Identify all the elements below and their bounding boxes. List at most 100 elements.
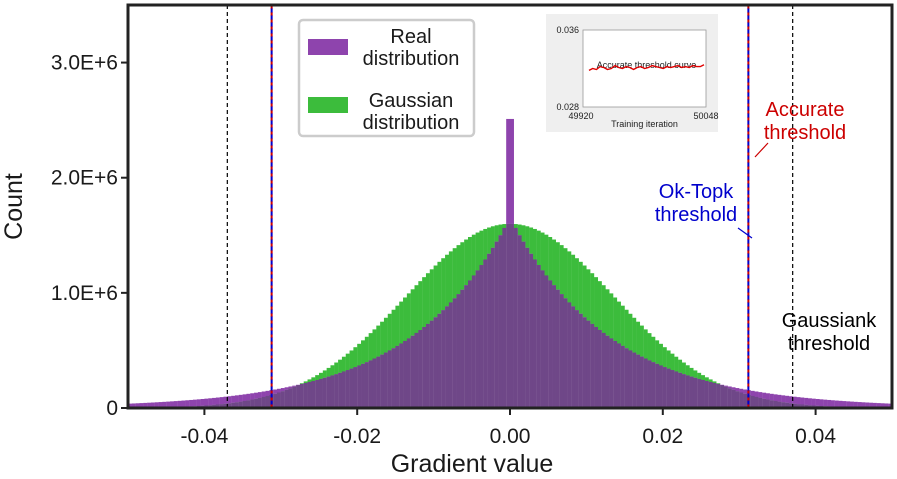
gaussian-bar <box>548 237 552 280</box>
gaussian-bar <box>330 365 334 375</box>
gaussian-bar <box>308 379 312 382</box>
overlap-bar <box>495 242 499 408</box>
gaussian-bar <box>552 240 556 286</box>
overlap-bar <box>346 370 350 408</box>
overlap-bar <box>659 365 663 408</box>
gaussian-bar <box>586 269 590 320</box>
gaussian-bar <box>441 258 445 310</box>
gaussian-bar <box>537 231 541 265</box>
overlap-bar <box>594 327 598 408</box>
overlap-bar <box>583 317 587 408</box>
gaussian-bar <box>323 370 327 377</box>
overlap-bar <box>415 333 419 408</box>
overlap-bar <box>457 294 461 408</box>
gaussian-bar <box>472 235 476 276</box>
inset-x-tick-label: 50048 <box>693 111 718 121</box>
overlap-bar <box>518 235 522 408</box>
real-bar <box>510 119 514 224</box>
overlap-bar <box>330 375 334 408</box>
overlap-bar <box>411 336 415 408</box>
gaussian-bar <box>590 273 594 324</box>
overlap-bar <box>296 385 300 408</box>
real-bar <box>808 398 812 405</box>
overlap-bar <box>644 358 648 408</box>
x-tick-label: 0.02 <box>642 425 683 448</box>
gaussian-bar <box>437 262 441 314</box>
overlap-bar <box>686 375 690 408</box>
overlap-bar <box>361 364 365 408</box>
y-tick-label: 3.0E+6 <box>51 52 118 75</box>
overlap-bar <box>556 290 560 408</box>
real-bar <box>506 119 510 224</box>
real-bar <box>743 390 747 394</box>
overlap-bar <box>651 362 655 408</box>
gaussian-bar <box>361 340 365 364</box>
real-bar <box>254 393 258 399</box>
overlap-bar <box>372 358 376 408</box>
gaussian-bar <box>369 333 373 360</box>
real-bar <box>754 391 758 397</box>
gaussian-bar <box>541 233 545 271</box>
real-bar <box>178 401 182 407</box>
gaussian-bar <box>357 344 361 366</box>
overlap-bar <box>403 341 407 408</box>
overlap-bar <box>720 385 724 408</box>
overlap-bar <box>449 302 453 408</box>
gaussian-bar <box>495 225 499 241</box>
legend-swatch-gaussian <box>308 97 348 113</box>
gaussian-bar <box>514 224 518 228</box>
gaussian-bar <box>693 370 697 377</box>
overlap-bar <box>724 387 728 408</box>
real-bar <box>201 399 205 406</box>
gaussian-bar <box>518 225 522 236</box>
overlap-bar <box>315 380 319 408</box>
overlap-bar <box>758 398 762 408</box>
real-bar <box>212 398 216 405</box>
gaussian-bar <box>422 277 426 327</box>
overlap-bar <box>418 330 422 408</box>
overlap-bar <box>342 371 346 408</box>
gaussian-bar <box>529 227 533 253</box>
legend-swatch-real <box>308 39 348 55</box>
gaussian-bar <box>667 350 671 368</box>
overlap-bar <box>667 369 671 408</box>
real-bar <box>197 399 201 406</box>
overlap-bar <box>648 360 652 408</box>
x-tick-label: 0.00 <box>490 425 531 448</box>
gaussian-bar <box>663 347 667 367</box>
gaussian-bar <box>300 383 304 384</box>
gaussian-bar <box>483 229 487 260</box>
gaussian-bar <box>560 245 564 294</box>
gaussian-bar <box>632 318 636 353</box>
real-bar <box>266 391 270 396</box>
overlap-bar <box>353 367 357 408</box>
real-bar <box>246 394 250 401</box>
inset-y-tick-label: 0.036 <box>556 25 579 35</box>
overlap-bar <box>258 398 262 408</box>
y-tick-label: 2.0E+6 <box>51 167 118 190</box>
overlap-bar <box>690 377 694 408</box>
gaussian-bar <box>525 226 529 248</box>
real-bar <box>797 397 801 404</box>
overlap-bar <box>621 346 625 408</box>
overlap-bars <box>128 224 892 408</box>
gaussian-bar <box>403 297 407 341</box>
real-bar <box>288 386 292 388</box>
overlap-bar <box>575 310 579 408</box>
overlap-bar <box>365 362 369 408</box>
overlap-bar <box>548 280 552 408</box>
overlap-bar <box>609 338 613 408</box>
gaussian-bar <box>350 350 354 368</box>
gaussian-bar <box>334 363 338 375</box>
overlap-bar <box>323 378 327 408</box>
real-bar <box>239 395 243 402</box>
real-bar <box>235 395 239 402</box>
gaussian-bar <box>353 347 357 367</box>
gaussian-bar <box>621 306 625 346</box>
accurate-threshold-pointer <box>755 143 768 157</box>
gaussian-bar <box>372 329 376 358</box>
overlap-bar <box>422 327 426 408</box>
overlap-bar <box>434 317 438 408</box>
real-bar <box>208 398 212 405</box>
